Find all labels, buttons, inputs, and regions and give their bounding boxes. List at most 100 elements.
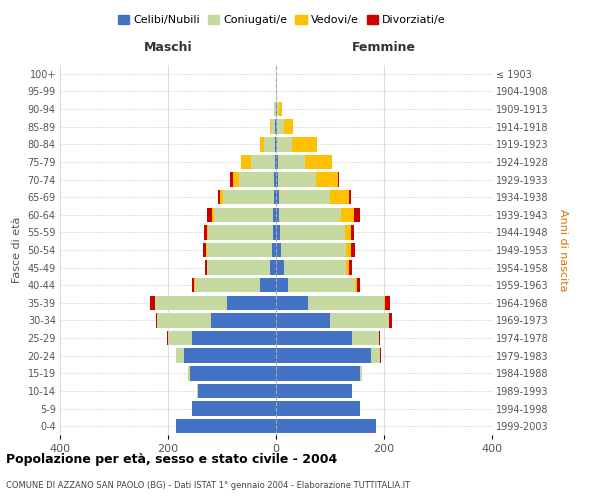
Bar (220, 190, 223, 204)
Bar (155, 314, 157, 328)
Bar (305, 154, 332, 169)
Bar (207, 243, 272, 257)
Bar (330, 314, 389, 328)
Bar (288, 278, 355, 292)
Bar (260, 278, 276, 292)
Bar (208, 225, 273, 240)
Legend: Celibi/Nubili, Coniugati/e, Vedovi/e, Divorziati/e: Celibi/Nubili, Coniugati/e, Vedovi/e, Di… (114, 10, 450, 30)
Bar (350, 243, 355, 257)
Bar (176, 419, 276, 434)
Bar (239, 172, 274, 186)
Bar (274, 208, 276, 222)
Bar (150, 296, 155, 310)
Bar (276, 366, 360, 380)
Bar (316, 172, 338, 186)
Bar (274, 190, 276, 204)
Bar (264, 137, 275, 152)
Bar (190, 366, 276, 380)
Bar (360, 366, 362, 380)
Bar (276, 120, 277, 134)
Bar (352, 331, 379, 345)
Bar (276, 419, 376, 434)
Y-axis label: Anni di nascita: Anni di nascita (559, 209, 568, 291)
Bar (270, 120, 271, 134)
Bar (344, 225, 351, 240)
Bar (346, 260, 349, 275)
Bar (193, 278, 194, 292)
Bar (275, 137, 276, 152)
Bar (214, 208, 274, 222)
Bar (276, 402, 360, 416)
Text: Femmine: Femmine (352, 42, 416, 54)
Bar (281, 243, 346, 257)
Bar (276, 384, 352, 398)
Bar (277, 102, 279, 117)
Text: COMUNE DI AZZANO SAN PAOLO (BG) - Dati ISTAT 1° gennaio 2004 - Elaborazione TUTT: COMUNE DI AZZANO SAN PAOLO (BG) - Dati I… (6, 480, 410, 490)
Bar (157, 314, 211, 328)
Bar (211, 314, 276, 328)
Bar (208, 208, 212, 222)
Bar (277, 137, 292, 152)
Bar (276, 278, 288, 292)
Bar (274, 102, 276, 117)
Bar (357, 278, 360, 292)
Bar (278, 208, 341, 222)
Bar (276, 154, 278, 169)
Bar (155, 296, 227, 310)
Bar (205, 260, 207, 275)
Bar (168, 331, 193, 345)
Bar (276, 172, 278, 186)
Bar (188, 366, 190, 380)
Bar (346, 243, 350, 257)
Bar (273, 225, 276, 240)
Bar (276, 314, 330, 328)
Bar (274, 172, 276, 186)
Bar (278, 172, 316, 186)
Bar (208, 260, 269, 275)
Bar (223, 190, 274, 204)
Bar (280, 225, 344, 240)
Bar (207, 225, 208, 240)
Bar (284, 260, 346, 275)
Bar (193, 402, 276, 416)
Bar (193, 331, 276, 345)
Bar (276, 348, 371, 363)
Bar (284, 120, 293, 134)
Bar (276, 243, 281, 257)
Bar (277, 120, 284, 134)
Bar (198, 384, 276, 398)
Bar (351, 225, 354, 240)
Text: Popolazione per età, sesso e stato civile - 2004: Popolazione per età, sesso e stato civil… (6, 452, 337, 466)
Bar (241, 154, 251, 169)
Bar (230, 172, 233, 186)
Bar (349, 260, 352, 275)
Bar (278, 154, 305, 169)
Text: Maschi: Maschi (143, 42, 193, 54)
Bar (269, 260, 276, 275)
Bar (276, 225, 280, 240)
Bar (218, 190, 220, 204)
Bar (203, 225, 207, 240)
Bar (341, 208, 354, 222)
Bar (279, 102, 282, 117)
Bar (206, 243, 207, 257)
Y-axis label: Fasce di età: Fasce di età (12, 217, 22, 283)
Bar (349, 190, 350, 204)
Bar (389, 314, 392, 328)
Bar (195, 278, 260, 292)
Bar (355, 278, 357, 292)
Bar (371, 348, 380, 363)
Bar (275, 154, 276, 169)
Bar (276, 137, 277, 152)
Bar (276, 260, 284, 275)
Bar (227, 296, 276, 310)
Bar (278, 190, 330, 204)
Bar (212, 208, 214, 222)
Bar (276, 190, 278, 204)
Bar (385, 296, 390, 310)
Bar (251, 154, 275, 169)
Bar (354, 208, 359, 222)
Bar (203, 243, 206, 257)
Bar (308, 296, 384, 310)
Bar (379, 331, 380, 345)
